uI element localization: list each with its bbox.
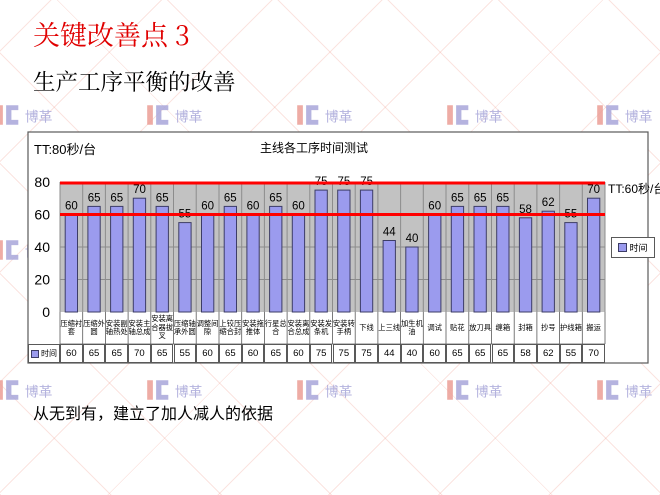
svg-text:65: 65: [224, 192, 237, 204]
svg-text:博革: 博革: [475, 106, 503, 126]
svg-text:博革: 博革: [175, 381, 203, 401]
svg-text:65: 65: [269, 192, 282, 204]
svg-text:60: 60: [292, 201, 305, 213]
svg-text:博革: 博革: [475, 381, 503, 401]
svg-text:44: 44: [383, 227, 396, 239]
svg-text:65: 65: [451, 192, 464, 204]
svg-text:博革: 博革: [625, 106, 653, 126]
svg-text:博革: 博革: [325, 381, 353, 401]
svg-text:65: 65: [474, 192, 487, 204]
svg-text:65: 65: [156, 192, 169, 204]
svg-text:70: 70: [587, 184, 600, 196]
svg-text:70: 70: [133, 184, 146, 196]
svg-text:62: 62: [542, 197, 555, 209]
svg-text:20: 20: [34, 272, 50, 288]
svg-text:65: 65: [110, 192, 123, 204]
svg-text:60: 60: [34, 207, 50, 223]
svg-text:博革: 博革: [25, 381, 53, 401]
svg-text:40: 40: [406, 233, 419, 245]
svg-text:60: 60: [65, 201, 78, 213]
svg-text:博革: 博革: [325, 106, 353, 126]
svg-text:博革: 博革: [175, 106, 203, 126]
svg-text:博革: 博革: [25, 106, 53, 126]
svg-text:60: 60: [428, 201, 441, 213]
svg-text:60: 60: [247, 201, 260, 213]
svg-text:65: 65: [496, 192, 509, 204]
svg-text:0: 0: [42, 304, 50, 320]
svg-text:65: 65: [88, 192, 101, 204]
svg-text:博革: 博革: [625, 381, 653, 401]
svg-text:40: 40: [34, 239, 50, 255]
svg-text:80: 80: [34, 174, 50, 190]
svg-text:60: 60: [201, 201, 214, 213]
